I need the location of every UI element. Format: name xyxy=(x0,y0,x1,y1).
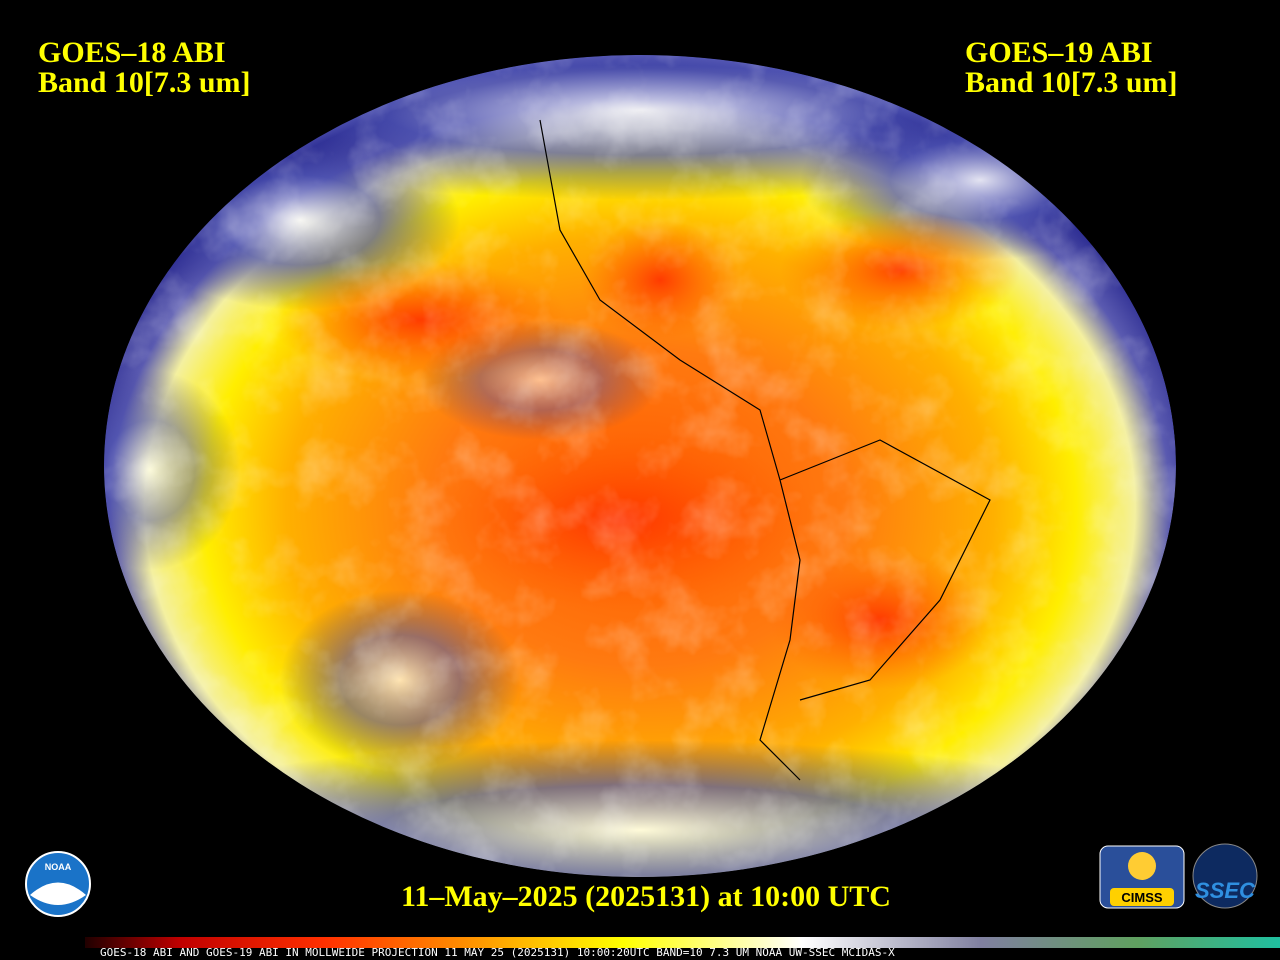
timestamp: 11–May–2025 (2025131) at 10:00 UTC xyxy=(401,880,891,913)
noaa-logo: NOAA xyxy=(25,851,91,917)
left-satellite: GOES–18 ABI xyxy=(38,36,226,69)
cimss-label: CIMSS xyxy=(1121,890,1163,905)
ssec-logo: SSEC xyxy=(1192,843,1258,909)
right-band: Band 10[7.3 um] xyxy=(965,66,1178,99)
color-bar xyxy=(85,937,1280,948)
cimss-logo: CIMSS xyxy=(1099,845,1185,909)
noaa-label: NOAA xyxy=(45,862,72,872)
ssec-label: SSEC xyxy=(1195,878,1256,903)
footer-caption: GOES-18 ABI AND GOES-19 ABI IN MOLLWEIDE… xyxy=(100,946,895,959)
right-satellite: GOES–19 ABI xyxy=(965,36,1153,69)
left-band: Band 10[7.3 um] xyxy=(38,66,251,99)
